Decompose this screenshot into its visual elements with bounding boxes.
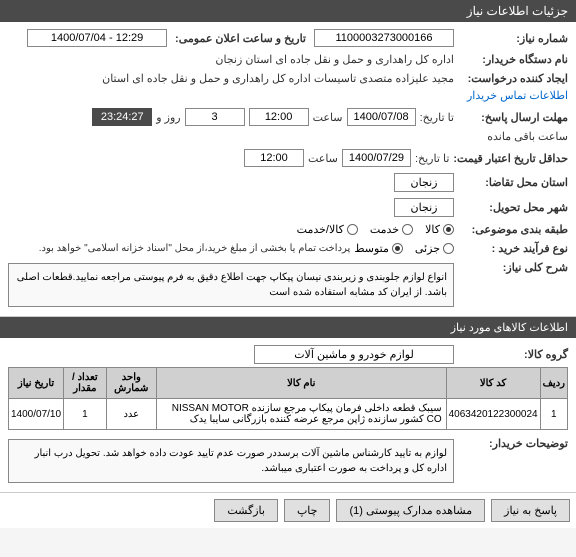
radio-option[interactable]: کالا [425,223,454,236]
radio-circle-icon [402,224,413,235]
radio-circle-icon [392,243,403,254]
need-number-value: 1100003273000166 [314,29,454,47]
deadline-remaining-label: ساعت باقی مانده [487,130,568,143]
radio-circle-icon [443,243,454,254]
delivery-city-value: زنجان [394,198,454,217]
table-header-cell: تاریخ نیاز [9,368,64,399]
creator-value: مجید علیزاده متصدی تاسیسات اداره کل راهد… [102,72,454,85]
table-cell: 1 [540,399,567,430]
request-state-label: استان محل تقاضا: [458,176,568,189]
process-type-note: پرداخت تمام یا بخشی از مبلغ خرید،از محل … [39,243,351,254]
radio-circle-icon [443,224,454,235]
validity-label: حداقل تاریخ اعتبار قیمت: [453,152,568,165]
deadline-date: 1400/07/08 [347,108,416,126]
need-desc-label: شرح کلی نیاز: [458,261,568,274]
radio-option[interactable]: جزئی [415,242,454,255]
print-button[interactable]: چاپ [284,499,331,522]
table-cell: 1400/07/10 [9,399,64,430]
deadline-prefix: تا تاریخ: [420,111,454,124]
back-button[interactable]: بازگشت [214,499,278,522]
goods-group-label: گروه کالا: [458,348,568,361]
table-cell: 4063420122300024 [446,399,540,430]
deadline-day-label: روز و [156,111,180,124]
subject-category-label: طبقه بندی موضوعی: [458,223,568,236]
radio-option[interactable]: متوسط [354,242,403,255]
radio-option[interactable]: کالا/خدمت [297,223,358,236]
validity-hour: 12:00 [244,149,304,167]
table-row: 14063420122300024سیبک قطعه داخلی فرمان پ… [9,399,568,430]
creator-label: ایجاد کننده درخواست: [458,72,568,85]
table-cell: سیبک قطعه داخلی فرمان پیکاپ مرجع سازنده … [156,399,446,430]
goods-section-header: اطلاعات کالاهای مورد نیاز [0,317,576,338]
buyer-org-label: نام دستگاه خریدار: [458,53,568,66]
validity-prefix: تا تاریخ: [415,152,449,165]
footer-buttons: پاسخ به نیاز مشاهده مدارک پیوستی (1)چاپ با… [0,493,576,528]
goods-section-title: اطلاعات کالاهای مورد نیاز [451,322,568,334]
table-header-cell: کد کالا [446,368,540,399]
page-title: جزئیات اطلاعات نیاز [467,4,568,18]
deadline-remaining: 23:24:27 [92,108,152,126]
subject-category-group: کالا خدمت کالا/خدمت [297,223,454,236]
validity-hour-label: ساعت [308,152,338,165]
deadline-hour-label: ساعت [313,111,343,124]
delivery-city-label: شهر محل تحویل: [458,201,568,214]
goods-table: ردیفکد کالانام کالاواحد شمارشتعداد / مقد… [8,367,568,430]
radio-label: کالا [425,223,440,236]
deadline-days: 3 [185,108,245,126]
radio-label: کالا/خدمت [297,223,344,236]
announce-label: تاریخ و ساعت اعلان عمومی: [175,32,306,45]
radio-label: خدمت [370,223,399,236]
table-cell: 1 [64,399,107,430]
buyer-contact-link[interactable]: اطلاعات تماس خریدار [467,89,568,102]
page-header: جزئیات اطلاعات نیاز [0,0,576,22]
table-header-cell: تعداد / مقدار [64,368,107,399]
need-desc-text: انواع لوازم جلوبندی و زیربندی نیسان پیکا… [8,263,454,307]
radio-option[interactable]: خدمت [370,223,413,236]
radio-label: جزئی [415,242,440,255]
buyer-notes-text: لوازم به تایید کارشناس ماشین آلات برسددر… [8,439,454,483]
process-type-label: نوع فرآیند خرید : [458,242,568,255]
respond-button[interactable]: پاسخ به نیاز [491,499,570,522]
validity-date: 1400/07/29 [342,149,411,167]
table-header-cell: نام کالا [156,368,446,399]
need-number-label: شماره نیاز: [458,32,568,45]
table-cell: عدد [106,399,156,430]
request-state-value: زنجان [394,173,454,192]
deadline-label: مهلت ارسال پاسخ: [458,111,568,124]
table-header-cell: ردیف [540,368,567,399]
deadline-hour: 12:00 [249,108,309,126]
radio-circle-icon [347,224,358,235]
table-header-cell: واحد شمارش [106,368,156,399]
radio-label: متوسط [354,242,389,255]
attachments-button[interactable]: مشاهده مدارک پیوستی (1) [336,499,485,522]
buyer-org-value: اداره کل راهداری و حمل و نقل جاده ای است… [215,53,454,66]
buyer-notes-label: توضیحات خریدار: [458,437,568,450]
announce-value: 12:29 - 1400/07/04 [27,29,167,47]
goods-group-value: لوازم خودرو و ماشین آلات [254,345,454,364]
process-type-group: جزئی متوسط [354,242,454,255]
